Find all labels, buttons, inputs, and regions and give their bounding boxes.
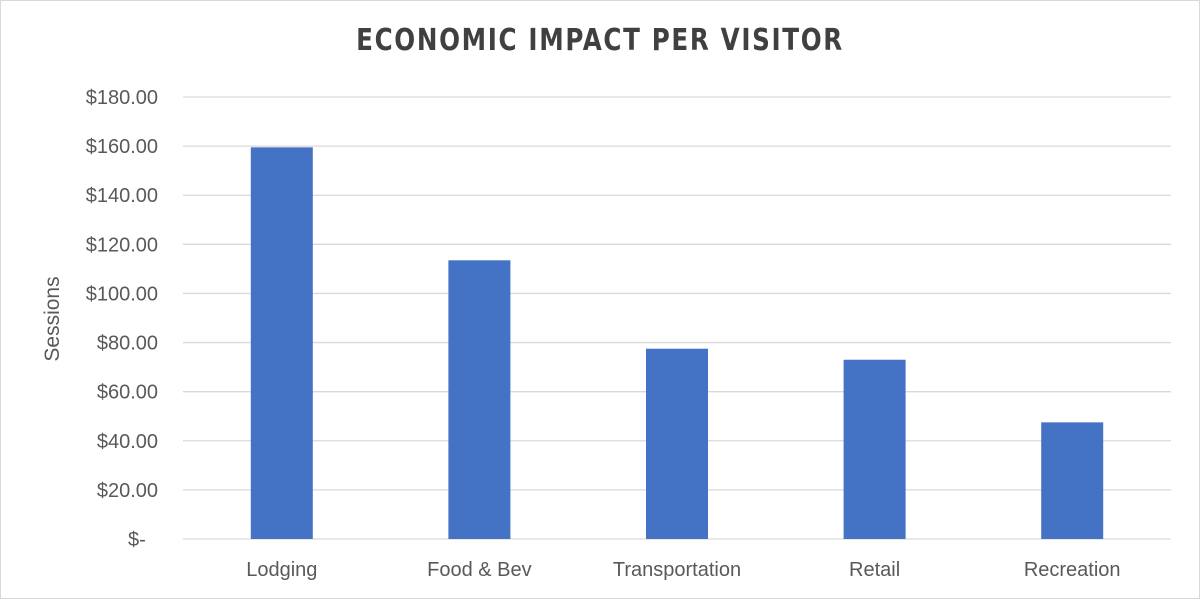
bar-food-bev xyxy=(448,260,511,539)
x-category-label: Food & Bev xyxy=(427,559,532,581)
y-tick-label: $20.00 xyxy=(97,480,158,502)
bar-retail xyxy=(843,359,906,539)
x-category-label: Recreation xyxy=(1024,559,1121,581)
x-category-label: Retail xyxy=(849,559,900,581)
y-tick-label: $160.00 xyxy=(86,136,158,158)
bar-recreation xyxy=(1041,422,1104,539)
x-category-label: Lodging xyxy=(246,559,317,581)
bar-transportation xyxy=(646,348,708,539)
bar-lodging xyxy=(250,147,313,540)
y-tick-label: $100.00 xyxy=(86,283,158,305)
y-tick-label: $60.00 xyxy=(97,382,158,404)
chart-title: ECONOMIC IMPACT PER VISITOR xyxy=(356,23,844,58)
y-tick-label: $140.00 xyxy=(86,185,158,207)
y-tick-label: $40.00 xyxy=(97,431,158,453)
y-tick-label: $- xyxy=(128,529,146,551)
y-tick-label: $120.00 xyxy=(86,234,158,256)
y-tick-label: $180.00 xyxy=(86,87,158,109)
y-tick-label: $80.00 xyxy=(97,333,158,355)
x-category-label: Transportation xyxy=(613,559,741,581)
